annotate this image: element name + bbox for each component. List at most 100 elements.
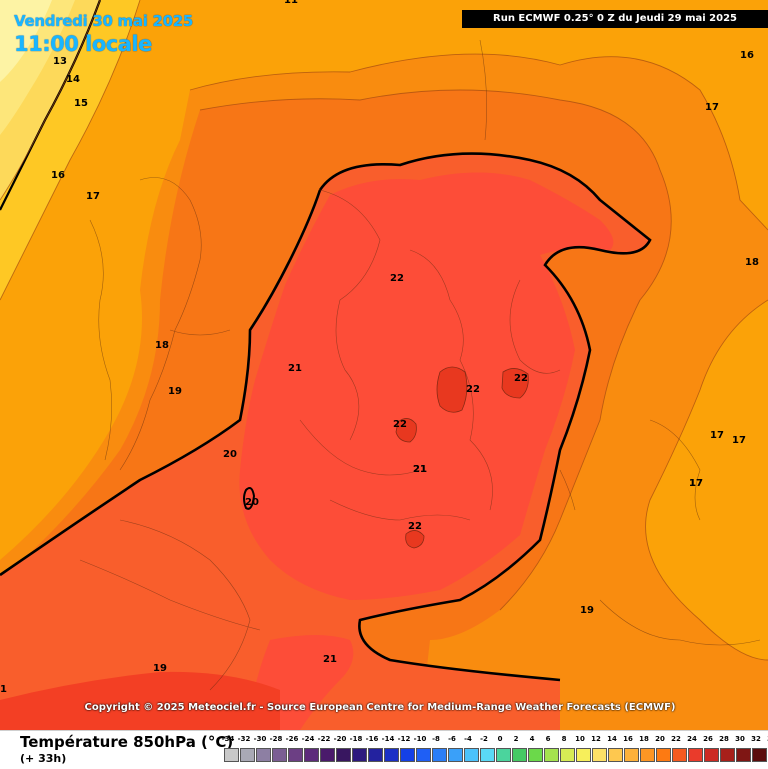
- scale-tick-label: -8: [432, 735, 440, 743]
- contour-label: 17: [732, 435, 746, 446]
- scale-tick-label: 32: [751, 735, 761, 743]
- scale-tick-label: -10: [413, 735, 427, 743]
- scale-color-box: [448, 748, 463, 762]
- scale-color-box: [528, 748, 543, 762]
- scale-color-box: [544, 748, 559, 762]
- scale-color-box: [720, 748, 735, 762]
- scale-tick-label: 30: [735, 735, 745, 743]
- scale-tick-label: -2: [480, 735, 488, 743]
- scale-color-box: [288, 748, 303, 762]
- scale-color-box: [432, 748, 447, 762]
- contour-label: 17: [710, 430, 724, 441]
- legend-bar: Température 850hPa (°C) (+ 33h) -34 -32 -3…: [0, 730, 768, 769]
- scale-tick-label: 22: [671, 735, 681, 743]
- scale-color-box: [512, 748, 527, 762]
- contour-label: 21: [413, 464, 427, 475]
- contour-label: 16: [51, 170, 65, 181]
- scale-color-box: [608, 748, 623, 762]
- scale-color-box: [736, 748, 751, 762]
- contour-label: 19: [168, 386, 182, 397]
- contour-label: 22: [408, 521, 422, 532]
- scale-tick-label: -32: [237, 735, 251, 743]
- contour-label: 21: [323, 654, 337, 665]
- scale-color-box: [400, 748, 415, 762]
- scale-tick-label: -28: [269, 735, 283, 743]
- scale-color-box: [240, 748, 255, 762]
- contour-label: 18: [155, 340, 169, 351]
- scale-tick-label: -6: [448, 735, 456, 743]
- scale-tick-label: 24: [687, 735, 697, 743]
- scale-tick-label: -26: [285, 735, 299, 743]
- scale-tick-label: -22: [317, 735, 331, 743]
- scale-tick-label: -14: [381, 735, 395, 743]
- scale-color-box: [384, 748, 399, 762]
- scale-tick-label: 28: [719, 735, 729, 743]
- contour-label: 1: [0, 684, 7, 695]
- scale-color-box: [352, 748, 367, 762]
- contour-label: 22: [393, 419, 407, 430]
- scale-tick-label: -24: [301, 735, 315, 743]
- scale-tick-label: 8: [561, 735, 567, 743]
- contour-label: 15: [74, 98, 88, 109]
- scale-tick-label: 34: [763, 735, 768, 743]
- cell-22-sw: [0, 671, 280, 730]
- contour-label: 16: [740, 50, 754, 61]
- scale-tick-label: -30: [253, 735, 267, 743]
- band-13: [0, 0, 52, 82]
- scale-color-box: [576, 748, 591, 762]
- scale-color-box: [688, 748, 703, 762]
- scale-tick-label: -18: [349, 735, 363, 743]
- scale-tick-label: 6: [545, 735, 551, 743]
- contour-label: 19: [580, 605, 594, 616]
- scale-tick-label: 26: [703, 735, 713, 743]
- scale-color-box: [336, 748, 351, 762]
- scale-color-box: [640, 748, 655, 762]
- borders: [79, 39, 761, 691]
- contour-label: 17: [689, 478, 703, 489]
- contour-label: 22: [514, 373, 528, 384]
- contour-label: 22: [390, 273, 404, 284]
- temperature-map: 11 13 14 15 16 17 18 19 20 21 22 21 22 2…: [0, 0, 768, 730]
- contour-label: 20: [245, 497, 259, 508]
- contour-20-island: [243, 487, 256, 510]
- contour-label: 17: [705, 102, 719, 113]
- scale-tick-label: 2: [513, 735, 519, 743]
- cell-22-b: [501, 368, 529, 399]
- scale-tick-label: -34: [221, 735, 235, 743]
- scale-color-box: [320, 748, 335, 762]
- scale-tick-label: 14: [607, 735, 617, 743]
- scale-color-box: [672, 748, 687, 762]
- scale-color-box: [256, 748, 271, 762]
- contour-label: 22: [466, 384, 480, 395]
- scale-color-box: [496, 748, 511, 762]
- scale-color-box: [560, 748, 575, 762]
- scale-tick-label: 10: [575, 735, 585, 743]
- scale-tick-label: -12: [397, 735, 411, 743]
- scale-color-box: [752, 748, 767, 762]
- parameter-label: Température 850hPa (°C): [20, 733, 234, 751]
- scale-color-box: [592, 748, 607, 762]
- color-scale: [224, 748, 768, 763]
- contour-label: 17: [689, 478, 703, 489]
- scale-color-box: [624, 748, 639, 762]
- scale-tick-label: 16: [623, 735, 633, 743]
- color-scale-ticks: -34 -32 -30 -28 -26 -24 -22 -20 -18 -16 -14 -12 -10-…: [222, 735, 768, 747]
- scale-color-box: [704, 748, 719, 762]
- contour-label: 11: [284, 0, 298, 6]
- contour-label: 17: [86, 191, 100, 202]
- scale-color-box: [480, 748, 495, 762]
- contour-label: 19: [153, 663, 167, 674]
- run-info: Run ECMWF 0.25° 0 Z du Jeudi 29 mai 2025: [462, 10, 768, 28]
- band-21: [239, 172, 614, 600]
- contour-label: 21: [288, 363, 302, 374]
- contour-20-west: [0, 189, 322, 577]
- scale-tick-label: -16: [365, 735, 379, 743]
- scale-color-box: [656, 748, 671, 762]
- scale-tick-label: -4: [464, 735, 472, 743]
- contour-label: 13: [53, 56, 67, 67]
- scale-color-box: [304, 748, 319, 762]
- scale-tick-label: 0: [497, 735, 503, 743]
- cell-22-a: [436, 366, 468, 413]
- contour-label: 20: [223, 449, 237, 460]
- contour-20-main: [318, 152, 652, 682]
